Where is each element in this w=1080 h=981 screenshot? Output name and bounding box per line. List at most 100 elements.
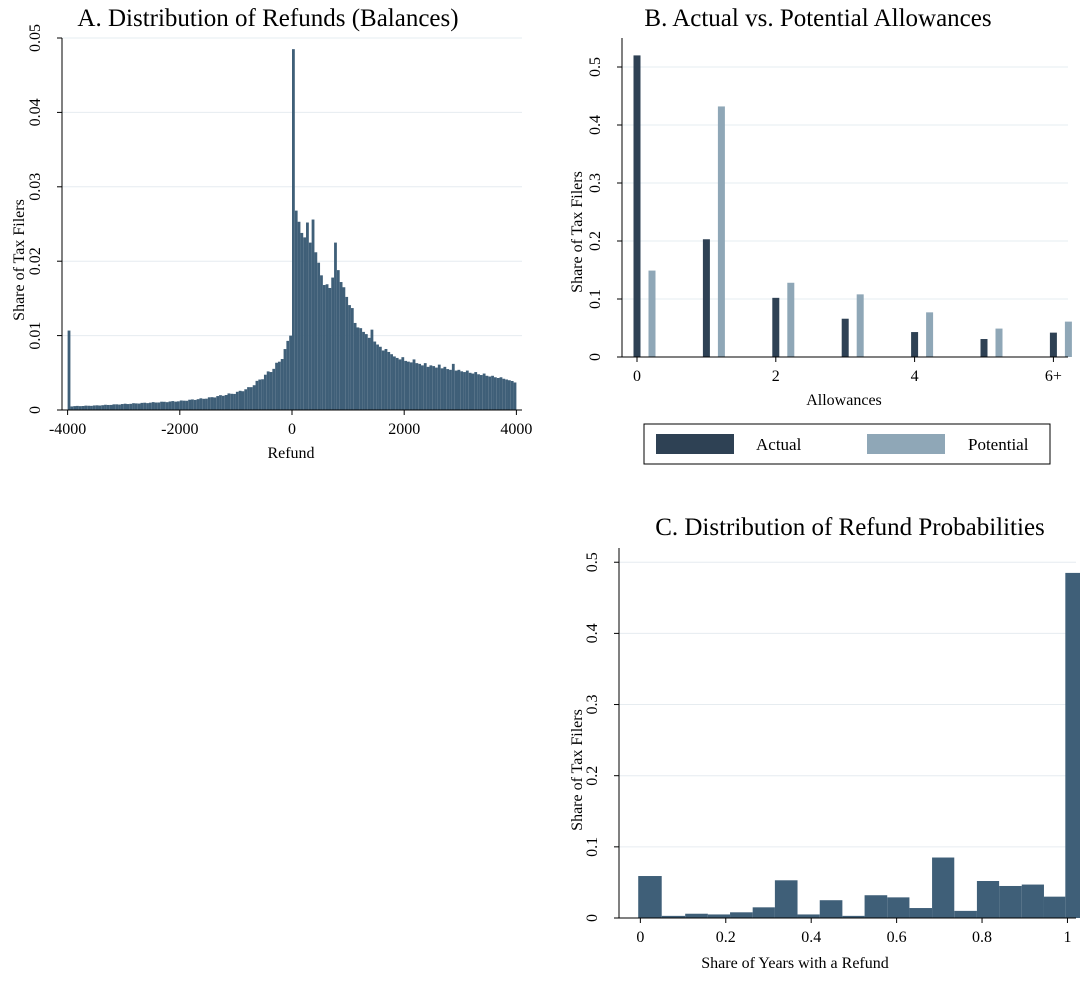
panel-c-y-tick-label: 0 [584,914,601,922]
panel-c-bar [976,881,1000,918]
panel-a-bar [395,357,399,410]
panel-a-bar [115,404,119,410]
panel-b-y-tick-label: 0.1 [587,289,604,309]
panel-a-bar [134,403,138,410]
panel-a-y-tick-label: 0.04 [27,98,44,126]
panel-c-bar [707,914,731,918]
panel-c-y-tick-label: 0.1 [584,837,601,857]
panel-a-bar [160,401,163,410]
panel-c-x-tick-label: 0 [636,929,644,946]
panel-b: B. Actual vs. Potential Allowances 0 2 4 6+… [569,5,1072,465]
panel-a-bar [174,401,177,410]
panel-a-bar [148,402,152,410]
panel-b-x-tick-label: 0 [633,368,641,385]
panel-a-bar [219,395,222,410]
panel-a-bar [70,406,74,410]
panel-a-bar [373,341,377,410]
panel-a-bar [451,363,455,410]
panel-a-bar [78,406,82,410]
panel-a-bar [106,404,110,410]
panel-a-y-tick-label: 0 [27,406,44,414]
panel-a-y-label: Share of Tax Filers [11,199,28,321]
panel-c-x-tick-label: 0.8 [972,929,992,946]
panel-c-x-label: Share of Years with a Refund [701,955,889,972]
panel-c-title: C. Distribution of Refund Probabilities [655,514,1045,541]
panel-a-bar [471,373,475,410]
panel-c-y-tick-label: 0.4 [584,623,601,643]
panel-a-bar [157,402,161,410]
panel-a-bar [308,242,312,410]
panel-a-bar [477,374,480,410]
panel-a-bar [202,398,206,410]
panel-a-bar [336,270,340,410]
panel-a-bar [300,232,304,410]
panel-a-bar [381,350,385,410]
panel-a-bar [179,400,183,410]
panel-a-bar [510,380,514,410]
panel-a-bar [280,359,284,410]
panel-a-bar [185,400,189,410]
panel-b-bar-potential [1064,321,1072,357]
panel-c-bar [819,900,843,918]
panel-c-bar [752,907,775,918]
panel-b-x-label: Allowances [806,392,882,409]
panel-a-x-tick-label: 0 [288,421,296,438]
panel-b-y-tick-label: 0.4 [587,115,604,135]
panel-a-bar [182,400,186,410]
panel-a-bar [378,346,382,410]
panel-a-bar [255,380,259,410]
panel-c: C. Distribution of Refund Probabilities … [569,514,1080,972]
panel-a-bar [258,379,262,410]
panel-a-bar [171,401,175,410]
panel-a-bar [188,399,192,410]
panel-a-bar [247,387,250,410]
panel-a-bar [320,275,323,410]
panel-a-bar [109,404,113,410]
panel-a-bar [384,348,388,410]
panel-a-y-tick-label: 0.05 [27,24,44,52]
panel-a-bar [485,375,489,410]
panel-a-bar [196,399,200,410]
panel-c-bar [661,915,686,918]
panel-a-bar [207,397,211,410]
panel-a-bar [499,377,503,410]
panel-a-bar [426,366,430,410]
panel-a-bar [73,406,77,410]
panel-a-bar [221,395,225,410]
panel-a-bar [244,389,248,410]
panel-a-bar [465,370,469,410]
panel-b-bar-actual [911,332,919,357]
panel-a-bar [129,403,133,410]
panel-a-bar [154,402,158,410]
panel-b-title: B. Actual vs. Potential Allowances [644,5,991,32]
legend-swatch-actual [656,434,734,454]
panel-b-bar-actual [1049,332,1057,357]
panel-a-bar [418,363,422,410]
panel-b-x-tick-label: 6+ [1045,368,1062,385]
panel-b-y-tick-label: 0.5 [587,57,604,77]
panel-a-bar [132,403,135,410]
panel-a-bar [140,402,144,410]
panel-a-bar [460,371,464,410]
panel-a-bar [482,373,486,410]
panel-c-y-tick-label: 0.2 [584,766,601,786]
panel-a-bar [334,242,337,410]
panel-c-bar [797,914,820,918]
panel-a-bar [367,337,371,410]
panel-b-bar-actual [633,55,641,358]
panel-a-bar [390,354,393,410]
panel-c-x-tick-label: 0.4 [801,929,821,946]
panel-a-bar [370,329,374,410]
panel-c-y-tick-label: 0.5 [584,552,601,572]
panel-a-bar [224,395,228,410]
panel-a-bar [177,401,180,410]
panel-a-bar [104,404,107,410]
panel-a-x-tick-label: -4000 [49,421,86,438]
panel-c-bar [730,912,753,918]
panel-a-bar [227,393,231,410]
panel-a-bar [342,287,346,410]
panel-a-bar [446,369,450,410]
panel-a-bar [328,287,332,410]
panel-a-bar [101,405,105,410]
panel-a-bar [491,375,494,410]
